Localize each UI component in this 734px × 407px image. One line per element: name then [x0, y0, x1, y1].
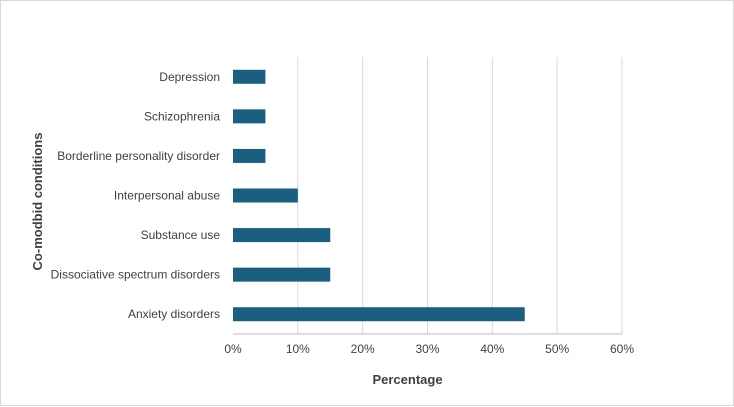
category-labels: Depression Schizophrenia Borderline person… — [51, 70, 221, 321]
category-label: Dissociative spectrum disorders — [51, 268, 220, 282]
category-label: Depression — [159, 70, 220, 84]
x-tick-label: 20% — [351, 342, 375, 356]
bar — [233, 307, 525, 322]
bar — [233, 228, 331, 243]
x-tick-label: 50% — [545, 342, 569, 356]
bar — [233, 69, 266, 84]
bars — [233, 69, 525, 322]
category-label: Interpersonal abuse — [114, 189, 220, 203]
bar — [233, 148, 266, 163]
x-axis-title: Percentage — [372, 372, 442, 387]
x-tick-label: 40% — [480, 342, 504, 356]
x-tick-label: 0% — [224, 342, 242, 356]
bar — [233, 109, 266, 124]
category-label: Schizophrenia — [144, 109, 220, 123]
gridlines — [297, 57, 623, 334]
x-tick-label: 10% — [286, 342, 310, 356]
bar — [233, 188, 298, 203]
bar — [233, 267, 331, 282]
x-tick-label: 60% — [610, 342, 634, 356]
x-tick-label: 30% — [415, 342, 439, 356]
category-label: Borderline personality disorder — [57, 149, 220, 163]
x-tick-labels: 0% 10% 20% 30% 40% 50% 60% — [224, 342, 634, 356]
y-axis-title: Co-modbid conditions — [30, 133, 45, 271]
category-label: Anxiety disorders — [128, 307, 220, 321]
category-label: Substance use — [141, 228, 221, 242]
